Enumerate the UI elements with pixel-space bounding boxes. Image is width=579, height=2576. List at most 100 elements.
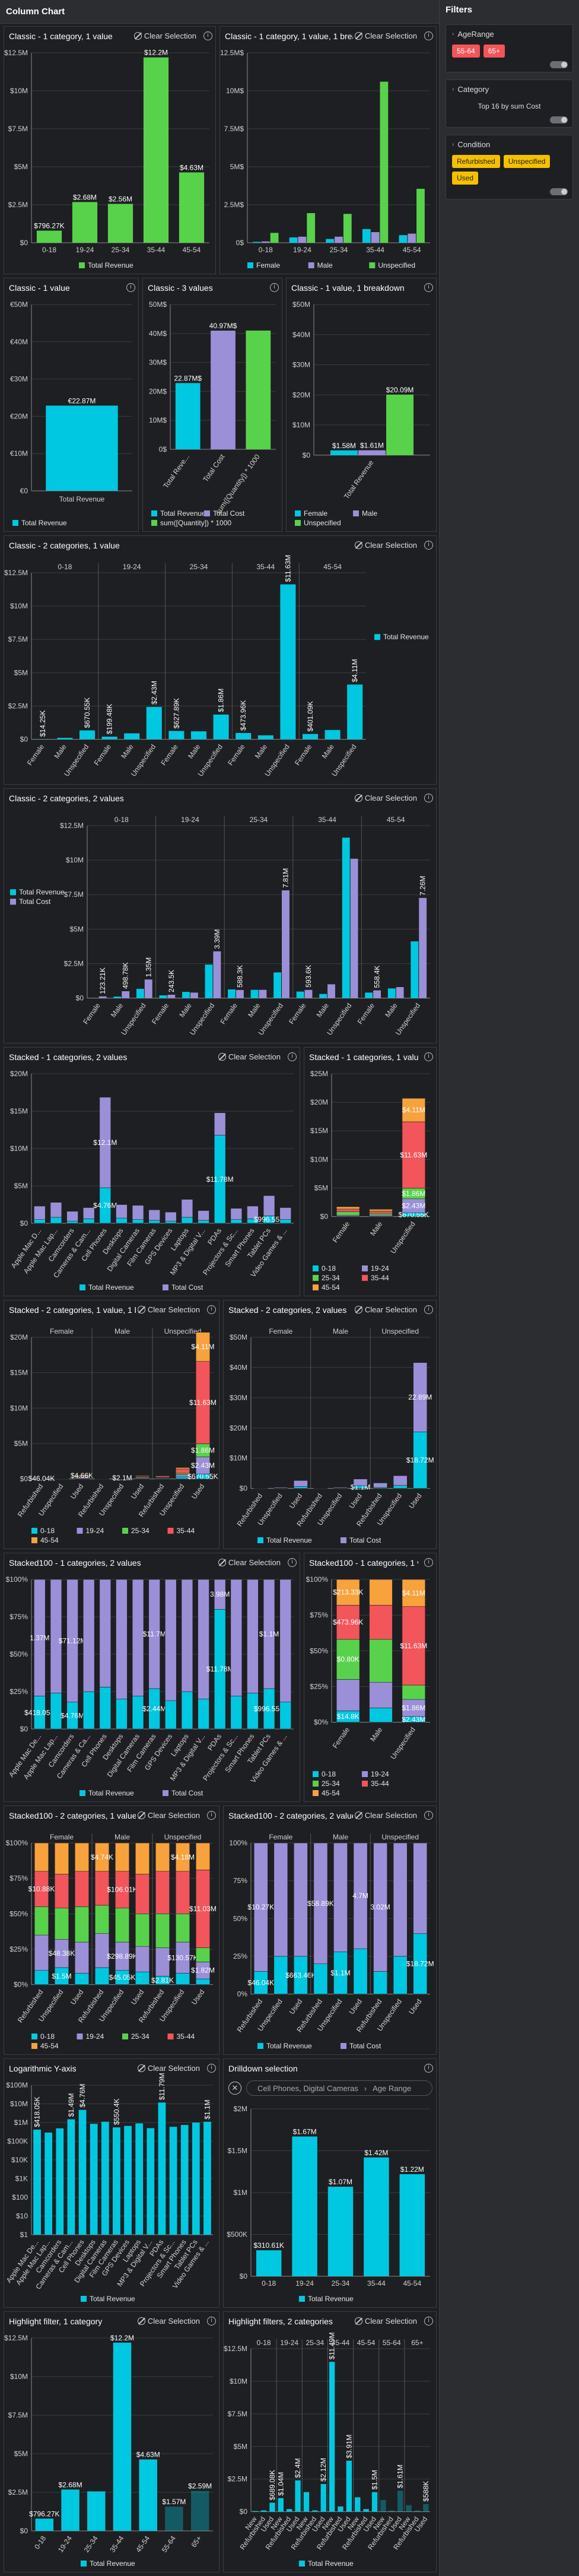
bar-total-cost-10[interactable] [327,984,335,998]
bar-total-revenue-14[interactable] [411,941,418,998]
bar-total-revenue-19[interactable] [415,2510,420,2511]
bar-total-cost-14[interactable] [263,1195,275,1216]
bar-total-revenue-2[interactable] [67,1221,78,1223]
bar-total-revenue-7[interactable] [149,1220,160,1223]
bar-total-cost-6[interactable] [374,1483,387,1487]
chevron-right-icon[interactable]: › [452,31,454,37]
bar-male-2[interactable] [335,237,343,243]
bar-total-revenue-3[interactable] [364,2158,389,2276]
bar-total-cost-6[interactable] [132,1579,144,1696]
bar-total-revenue-9[interactable] [297,992,304,998]
bar-total-cost-4[interactable] [100,1579,111,1687]
bar-total-revenue-8[interactable] [214,715,229,740]
bar-total-revenue-16[interactable] [389,2510,395,2511]
bar-total-revenue-4[interactable] [182,992,190,998]
filter-toggle[interactable] [550,116,568,123]
bar-total-cost-2[interactable] [294,1843,307,1956]
bar-total-revenue-13[interactable] [325,730,341,740]
bar-total-revenue-0[interactable] [176,383,201,449]
bar-25-34-0[interactable] [336,1212,360,1216]
filter-toggle[interactable] [550,61,568,68]
bar-25-34-5[interactable] [135,1914,149,1946]
bar-19-24-1[interactable] [370,1682,393,1708]
bar-total-cost-2[interactable] [145,979,152,998]
chart-panel-p10[interactable]: Stacked - 2 categories, 1 value, 1 break… [4,1300,219,1549]
bar-19-24-2[interactable] [75,1942,88,1973]
bar-total-revenue-11[interactable] [280,585,295,740]
bar-male-0[interactable] [262,242,270,243]
bar-total-revenue-5[interactable] [116,1218,127,1223]
bar-total-revenue-1[interactable] [61,2489,79,2531]
bar-total-revenue-9[interactable] [236,733,251,740]
chart-panel-p1[interactable]: Classic - 1 category, 1 value i Clear Sele… [4,26,216,274]
bar-total-revenue-2[interactable] [87,2491,105,2531]
bar-total-cost-6[interactable] [132,1205,144,1220]
bar-total-revenue-6[interactable] [101,2122,109,2235]
bar-total-cost-7[interactable] [393,1476,407,1485]
bar-35-44-0[interactable] [336,1209,360,1212]
bar-total-revenue-9[interactable] [182,1692,193,1729]
bar-total-revenue-3[interactable] [314,1964,327,1994]
filter-toggle[interactable] [550,188,568,195]
bar-total-revenue-15[interactable] [280,1220,291,1223]
bar-total-revenue-18[interactable] [406,2505,411,2512]
bar-total-cost-5[interactable] [116,1579,127,1699]
bar-total-revenue-9[interactable] [135,2123,143,2235]
bar-male-1[interactable] [298,237,307,243]
bar-total-revenue-7[interactable] [113,2127,120,2235]
bar-total-revenue-5[interactable] [295,2480,300,2512]
bar-total-revenue-3[interactable] [144,58,168,243]
bar-total-revenue-0[interactable] [36,2518,53,2531]
bar-0-18-8[interactable] [196,1979,209,1985]
filter-condition[interactable]: › Condition Refurbished Unspecified Used [446,135,573,199]
chart-panel-p16[interactable]: Logarithmic Y-axis i Clear Selection $1 $10 $… [4,2058,219,2308]
bar-total-revenue-14[interactable] [192,2123,200,2235]
bar-total-revenue-2[interactable] [136,989,144,998]
bar-45-54-4[interactable] [115,1843,129,1871]
bar-total-cost-9[interactable] [305,990,313,998]
bar-45-54-0[interactable] [336,1207,360,1209]
bar-total-revenue-7[interactable] [393,1956,407,1994]
chart-panel-p3[interactable]: Classic - 1 value i €0 €10M €20M €30M €40M €50M… [4,278,139,532]
filter-chip[interactable]: Refurbished [452,155,500,168]
bar-total-revenue-10[interactable] [338,2507,343,2512]
bar-total-revenue-13[interactable] [388,988,396,998]
bar-unspecified-1[interactable] [307,213,315,243]
chart-panel-p2[interactable]: Classic - 1 category, 1 value, 1 breakdo… [219,26,437,274]
bar-45-54-7[interactable] [176,1468,189,1469]
chart-panel-p8[interactable]: Stacked - 1 categories, 2 values i Clear S… [4,1047,300,1296]
bar-male-0[interactable] [358,451,386,455]
bar-total-cost-14[interactable] [419,898,427,998]
bar-total-cost-12[interactable] [231,1579,242,1696]
bar-19-24-6[interactable] [155,1948,169,1977]
bar-total-revenue-4[interactable] [139,2460,157,2531]
bar-total-revenue-3[interactable] [102,737,117,739]
bar-total-revenue-5[interactable] [147,707,162,740]
bar-total-revenue-5[interactable] [165,2507,183,2531]
bar-total-revenue-1[interactable] [50,1693,62,1729]
bar-total-cost-3[interactable] [167,995,175,998]
bar-total-cost-15[interactable] [280,1208,291,1220]
filter-chip[interactable]: Unspecified [504,155,551,168]
bar-total-cost-8[interactable] [165,1579,176,1701]
bar-total-cost-7[interactable] [149,1210,160,1220]
bar-total-cost-4[interactable] [333,1843,347,1952]
bar-35-44-5[interactable] [135,1874,149,1914]
bar-0-18-0[interactable] [34,1971,48,1985]
bar-25-34-0[interactable] [34,1906,48,1935]
bar-total-revenue-10[interactable] [147,2128,154,2235]
bar-25-34-1[interactable] [370,1639,393,1682]
bar-total-revenue-11[interactable] [342,837,350,998]
chevron-right-icon[interactable]: › [452,141,454,148]
filter-chip[interactable]: 65+ [483,45,505,58]
bar-total-revenue-14[interactable] [372,2492,377,2512]
bar-male-3[interactable] [371,232,380,243]
bar-35-44-1[interactable] [55,1874,68,1908]
bar-total-revenue-13[interactable] [363,2509,368,2511]
bar-total-revenue-0[interactable] [34,1220,45,1223]
bar-45-54-8[interactable] [196,1843,209,1870]
bar-total-revenue-0[interactable] [46,405,117,491]
bar-total-revenue-3[interactable] [159,995,167,998]
bar-total-revenue-4[interactable] [100,1687,111,1729]
bar-total-cost-0[interactable] [34,1206,45,1220]
